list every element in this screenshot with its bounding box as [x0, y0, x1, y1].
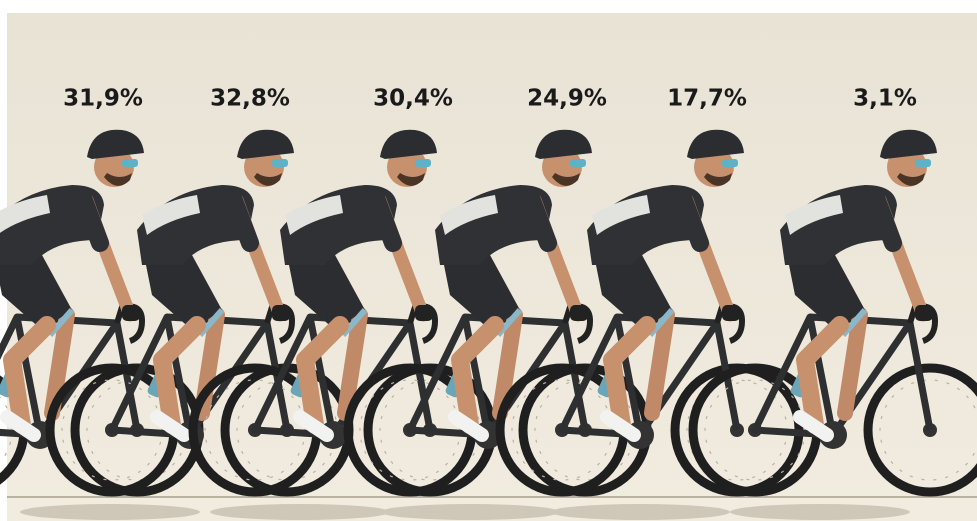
percent-label: 24,9% — [527, 86, 607, 112]
percent-label: 3,1% — [853, 86, 917, 112]
percent-label: 32,8% — [210, 86, 290, 112]
page: 31,9% 32,8% 30,4% 24,9% 17,7% 3,1% (() =… — [0, 0, 977, 521]
percent-label: 30,4% — [373, 86, 453, 112]
ground-shadows — [20, 504, 910, 520]
percent-label: 17,7% — [667, 86, 747, 112]
percent-label: 31,9% — [63, 86, 143, 112]
illustration: 31,9% 32,8% 30,4% 24,9% 17,7% 3,1% — [0, 0, 977, 521]
